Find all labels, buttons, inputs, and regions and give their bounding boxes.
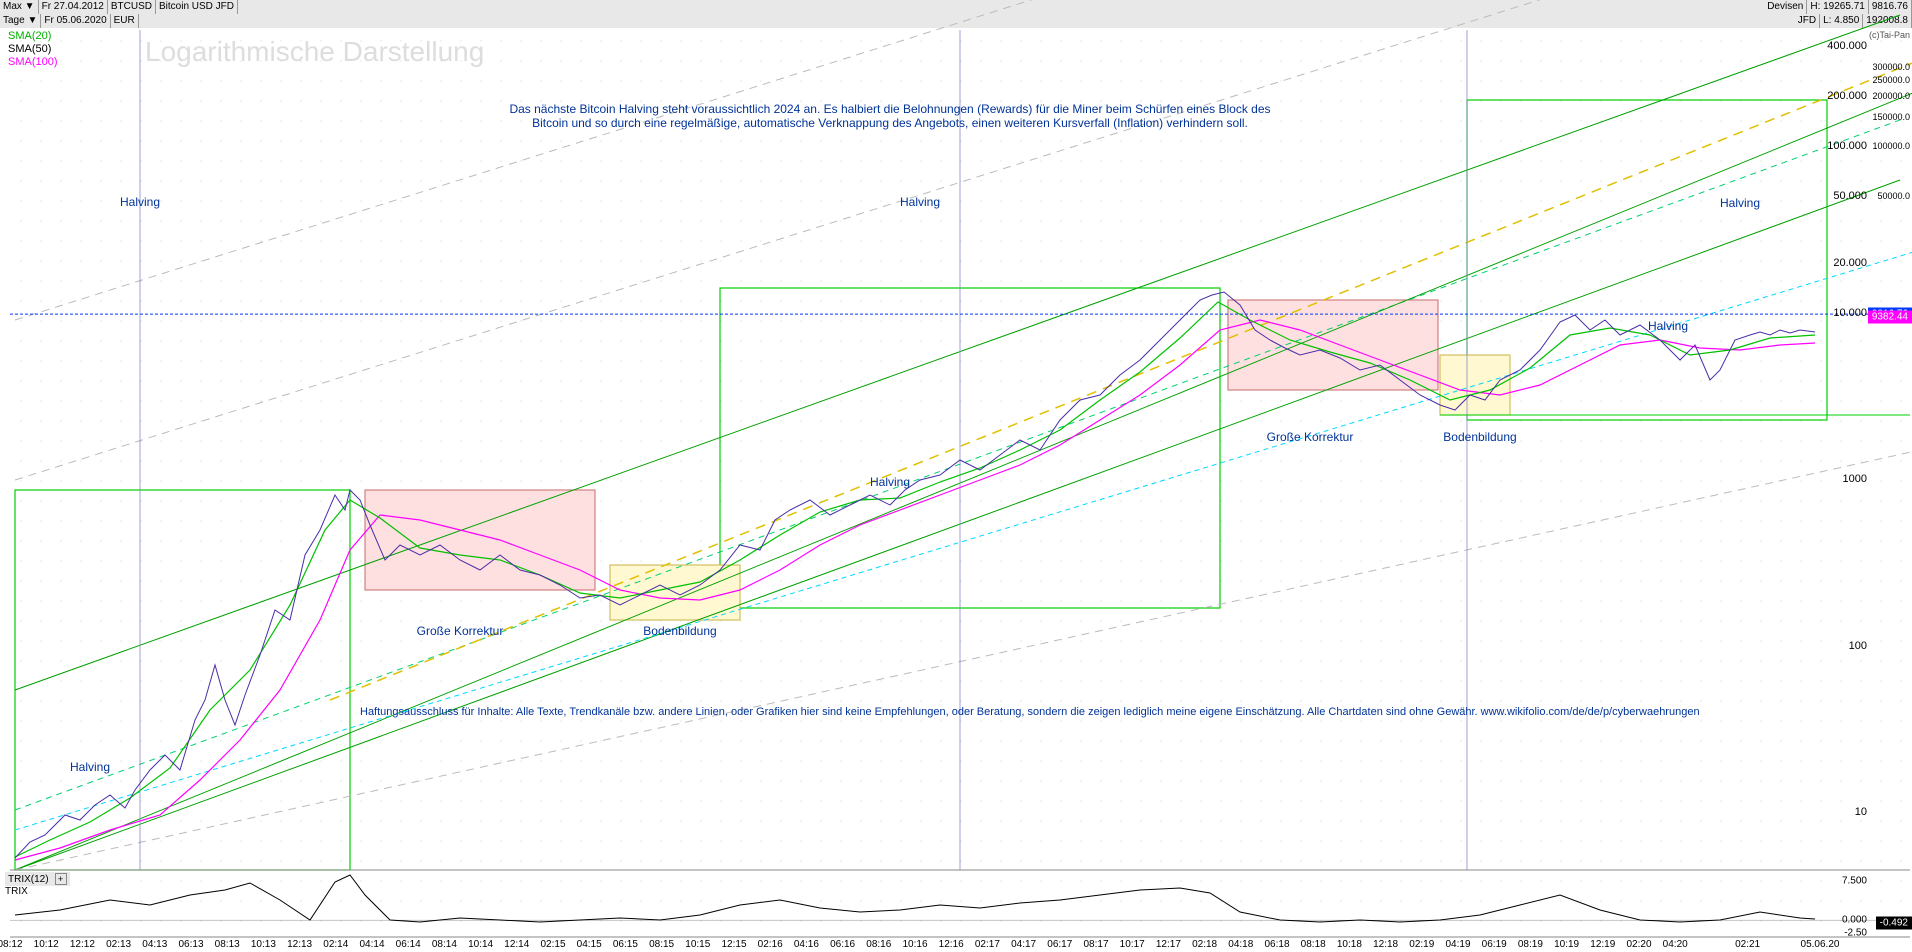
trix-ytick: -2.50 <box>1844 928 1867 939</box>
trix-ytick: 0.000 <box>1842 915 1867 926</box>
trix-label2: TRIX <box>5 886 28 897</box>
trix-header: TRIX(12) + <box>5 872 70 886</box>
trix-expand-icon[interactable]: + <box>55 873 67 885</box>
chart-root: Max ▼ Fr 27.04.2012 BTCUSD Bitcoin USD J… <box>0 0 1912 952</box>
trix-current-tag: -0.492 <box>1876 916 1912 929</box>
trix-label: TRIX(12) <box>8 874 49 885</box>
chart-svg[interactable] <box>0 0 1912 952</box>
trix-ytick: 7.500 <box>1842 875 1867 886</box>
sma-price-tag: 9382.44 <box>1868 311 1912 324</box>
